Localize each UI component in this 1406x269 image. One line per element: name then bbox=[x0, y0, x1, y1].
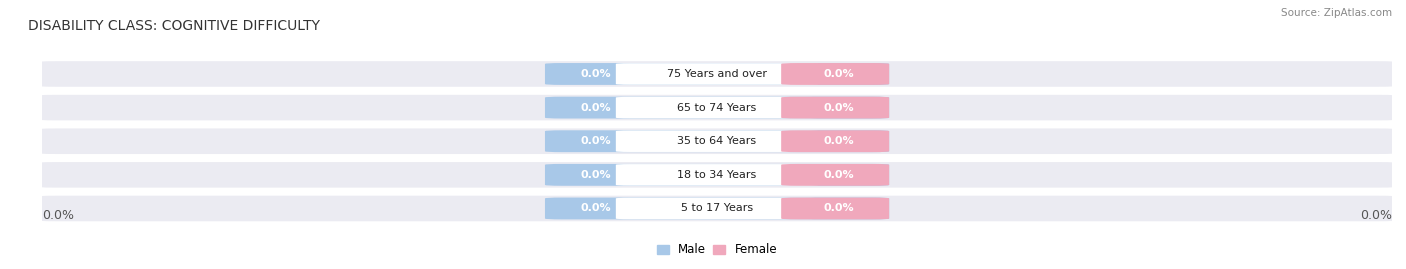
FancyBboxPatch shape bbox=[616, 97, 818, 118]
Text: 0.0%: 0.0% bbox=[581, 203, 610, 214]
FancyBboxPatch shape bbox=[616, 63, 818, 85]
FancyBboxPatch shape bbox=[616, 164, 818, 186]
Text: 0.0%: 0.0% bbox=[581, 170, 610, 180]
Text: 0.0%: 0.0% bbox=[824, 203, 853, 214]
Text: 75 Years and over: 75 Years and over bbox=[666, 69, 768, 79]
FancyBboxPatch shape bbox=[35, 95, 1399, 121]
FancyBboxPatch shape bbox=[546, 63, 889, 85]
Text: 5 to 17 Years: 5 to 17 Years bbox=[681, 203, 754, 214]
Legend: Male, Female: Male, Female bbox=[652, 239, 782, 261]
FancyBboxPatch shape bbox=[546, 130, 889, 152]
FancyBboxPatch shape bbox=[782, 164, 889, 186]
FancyBboxPatch shape bbox=[35, 61, 1399, 87]
FancyBboxPatch shape bbox=[782, 97, 889, 119]
Text: 0.0%: 0.0% bbox=[824, 102, 853, 113]
FancyBboxPatch shape bbox=[782, 197, 889, 220]
FancyBboxPatch shape bbox=[546, 197, 889, 220]
Text: 0.0%: 0.0% bbox=[42, 209, 75, 222]
FancyBboxPatch shape bbox=[616, 198, 818, 219]
Text: 0.0%: 0.0% bbox=[824, 69, 853, 79]
FancyBboxPatch shape bbox=[782, 63, 889, 85]
Text: 0.0%: 0.0% bbox=[581, 69, 610, 79]
FancyBboxPatch shape bbox=[546, 97, 889, 119]
Text: DISABILITY CLASS: COGNITIVE DIFFICULTY: DISABILITY CLASS: COGNITIVE DIFFICULTY bbox=[28, 19, 321, 33]
FancyBboxPatch shape bbox=[35, 129, 1399, 154]
Text: 35 to 64 Years: 35 to 64 Years bbox=[678, 136, 756, 146]
Text: 0.0%: 0.0% bbox=[581, 136, 610, 146]
Text: 0.0%: 0.0% bbox=[581, 102, 610, 113]
FancyBboxPatch shape bbox=[546, 164, 889, 186]
Text: Source: ZipAtlas.com: Source: ZipAtlas.com bbox=[1281, 8, 1392, 18]
FancyBboxPatch shape bbox=[782, 130, 889, 152]
Text: 0.0%: 0.0% bbox=[824, 136, 853, 146]
Text: 0.0%: 0.0% bbox=[824, 170, 853, 180]
Text: 0.0%: 0.0% bbox=[1360, 209, 1392, 222]
FancyBboxPatch shape bbox=[35, 162, 1399, 188]
Text: 18 to 34 Years: 18 to 34 Years bbox=[678, 170, 756, 180]
FancyBboxPatch shape bbox=[616, 130, 818, 152]
FancyBboxPatch shape bbox=[35, 196, 1399, 221]
Text: 65 to 74 Years: 65 to 74 Years bbox=[678, 102, 756, 113]
